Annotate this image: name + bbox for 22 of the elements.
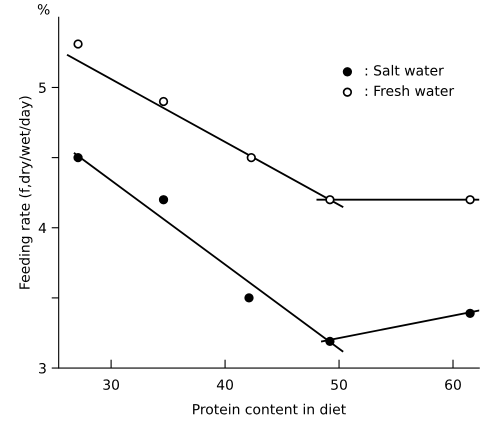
point: [73, 152, 83, 162]
y-axis-title: Feeding rate (f,dry/wet/day): [19, 96, 32, 289]
legend-label: : Fresh water: [366, 85, 454, 96]
point: [325, 195, 335, 204]
point: [73, 39, 83, 49]
point: [246, 152, 256, 162]
point: [158, 195, 168, 204]
point: [158, 96, 168, 106]
legend-label: : Salt water: [366, 64, 444, 76]
point: [325, 336, 335, 346]
x-tick-label: 60: [445, 379, 461, 390]
y-tick-label: 3: [39, 363, 46, 374]
x-axis-title: Protein content in diet: [193, 404, 346, 414]
x-tick-label: 40: [216, 379, 233, 390]
x-tick-label: 30: [103, 379, 120, 390]
point: [465, 195, 475, 204]
point: [244, 293, 254, 303]
point: [465, 308, 475, 318]
y-tick-label: 5: [39, 82, 46, 93]
x-tick-label: 50: [331, 379, 347, 390]
text: %: [38, 4, 50, 15]
y-tick-label: 4: [38, 222, 46, 234]
